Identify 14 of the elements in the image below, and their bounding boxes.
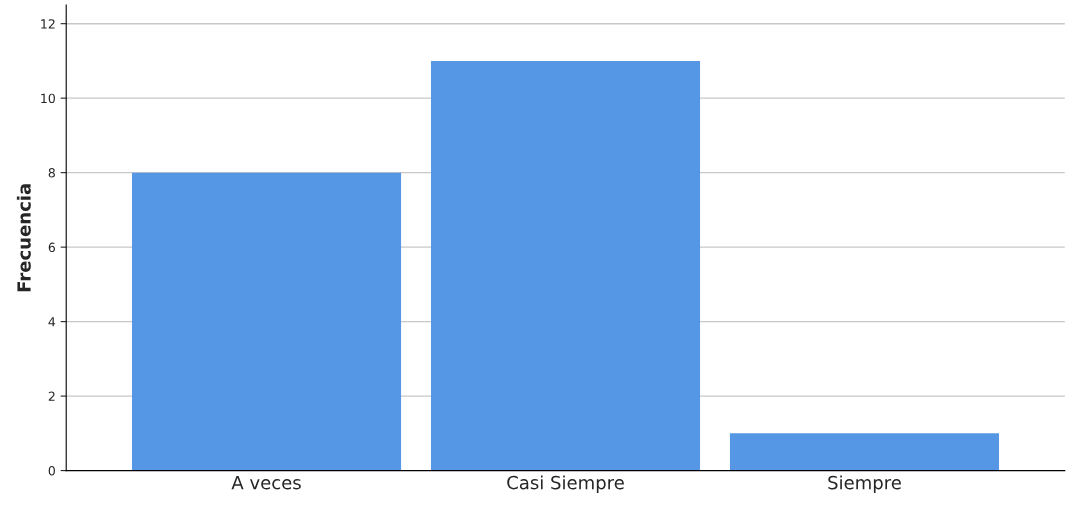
x-tick-label: Casi Siempre [507,475,624,493]
y-tick-label: 8 [48,168,55,178]
x-tick-label: A veces [231,476,301,490]
y-tick-label: 2 [48,391,55,401]
x-tick-label: Siempre [828,475,901,493]
y-axis-title: Frecuencia [16,184,31,292]
y-tick-label: 12 [41,19,55,29]
y-tick-label: 4 [48,317,56,327]
y-tick-label: 10 [41,93,55,104]
bar [729,433,1000,471]
y-tick-label: 6 [48,242,56,253]
bar [430,60,701,471]
y-tick-label: 0 [48,466,55,476]
bar [131,172,402,471]
